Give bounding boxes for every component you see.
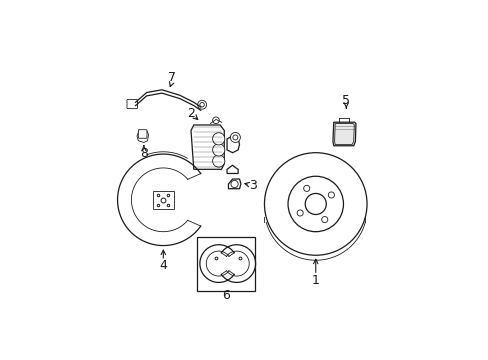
Text: 3: 3 bbox=[249, 179, 257, 192]
Circle shape bbox=[287, 176, 343, 232]
Circle shape bbox=[303, 185, 309, 192]
Circle shape bbox=[200, 103, 204, 107]
Polygon shape bbox=[228, 179, 241, 189]
Circle shape bbox=[212, 155, 224, 167]
Circle shape bbox=[230, 180, 238, 188]
Bar bbox=[153, 191, 173, 209]
Polygon shape bbox=[137, 131, 148, 143]
Polygon shape bbox=[226, 165, 238, 174]
Circle shape bbox=[212, 144, 224, 156]
Circle shape bbox=[305, 193, 325, 215]
Text: 8: 8 bbox=[140, 147, 147, 160]
FancyBboxPatch shape bbox=[138, 130, 146, 138]
Polygon shape bbox=[332, 122, 355, 146]
Bar bbox=[196, 237, 254, 291]
Circle shape bbox=[212, 133, 224, 145]
Circle shape bbox=[197, 100, 206, 109]
FancyBboxPatch shape bbox=[127, 99, 137, 109]
Circle shape bbox=[297, 210, 303, 216]
Polygon shape bbox=[334, 123, 354, 145]
Text: 5: 5 bbox=[342, 94, 349, 107]
Text: 7: 7 bbox=[167, 71, 175, 84]
Circle shape bbox=[230, 132, 240, 143]
Polygon shape bbox=[191, 125, 224, 169]
Text: 4: 4 bbox=[159, 259, 167, 272]
Circle shape bbox=[212, 117, 219, 123]
Circle shape bbox=[232, 135, 237, 140]
Text: 6: 6 bbox=[221, 289, 229, 302]
Text: 1: 1 bbox=[311, 274, 319, 287]
Circle shape bbox=[264, 153, 366, 255]
Circle shape bbox=[327, 192, 334, 198]
Polygon shape bbox=[226, 136, 239, 153]
Circle shape bbox=[321, 216, 327, 222]
Text: 2: 2 bbox=[187, 107, 195, 120]
